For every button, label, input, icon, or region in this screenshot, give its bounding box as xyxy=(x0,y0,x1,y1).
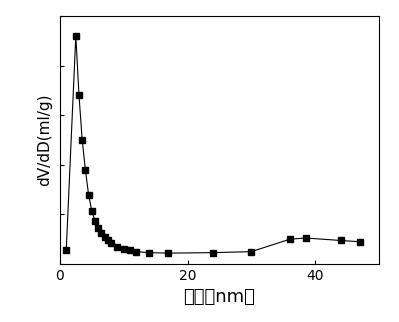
Y-axis label: dV/dD(ml/g): dV/dD(ml/g) xyxy=(37,94,52,186)
X-axis label: 孔径（nm）: 孔径（nm） xyxy=(184,289,255,307)
